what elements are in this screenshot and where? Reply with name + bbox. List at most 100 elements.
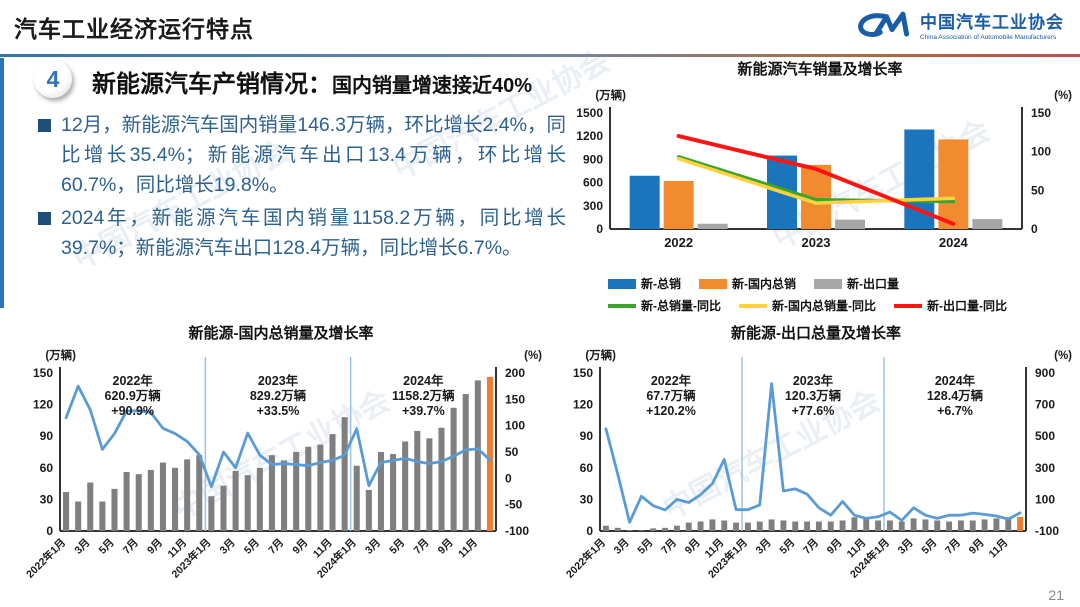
legend-swatch bbox=[608, 303, 636, 308]
svg-text:5月: 5月 bbox=[97, 537, 117, 557]
svg-text:9月: 9月 bbox=[825, 537, 845, 557]
svg-text:+39.7%: +39.7% bbox=[402, 404, 445, 418]
legend-item: 新-出口量-同比 bbox=[894, 297, 1007, 314]
svg-text:2024: 2024 bbox=[939, 235, 969, 250]
svg-text:120: 120 bbox=[573, 398, 593, 412]
svg-text:900: 900 bbox=[583, 152, 603, 166]
legend-label: 新-出口量-同比 bbox=[927, 299, 1007, 313]
svg-text:600: 600 bbox=[583, 176, 603, 190]
svg-text:-50: -50 bbox=[505, 498, 523, 512]
svg-text:1158.2万辆: 1158.2万辆 bbox=[392, 388, 455, 403]
svg-text:5月: 5月 bbox=[635, 537, 655, 557]
svg-text:2022年: 2022年 bbox=[651, 373, 692, 388]
svg-text:5月: 5月 bbox=[387, 537, 407, 557]
svg-text:500: 500 bbox=[1035, 429, 1055, 443]
svg-text:11月: 11月 bbox=[987, 537, 1011, 561]
svg-text:1500: 1500 bbox=[576, 106, 603, 120]
page-title: 汽车工业经济运行特点 bbox=[14, 16, 254, 42]
logo-name: 中国汽车工业协会 bbox=[920, 13, 1064, 32]
svg-text:60: 60 bbox=[580, 461, 594, 475]
svg-text:(%): (%) bbox=[1054, 90, 1072, 102]
svg-text:9月: 9月 bbox=[683, 537, 703, 557]
svg-text:+77.6%: +77.6% bbox=[792, 404, 835, 418]
section-heading-main: 新能源汽车产销情况： bbox=[92, 71, 332, 98]
svg-text:+120.2%: +120.2% bbox=[646, 404, 696, 418]
svg-text:620.9万辆: 620.9万辆 bbox=[105, 388, 162, 403]
logo-subtitle: China Association of Automobile Manufact… bbox=[920, 34, 1057, 41]
svg-text:3月: 3月 bbox=[72, 537, 92, 557]
svg-text:900: 900 bbox=[1035, 366, 1055, 380]
svg-text:90: 90 bbox=[580, 429, 594, 443]
svg-text:120: 120 bbox=[33, 398, 53, 412]
svg-text:11月: 11月 bbox=[456, 537, 480, 561]
svg-text:3月: 3月 bbox=[754, 537, 774, 557]
legend-swatch bbox=[699, 278, 727, 289]
bullet-text: 12月，新能源汽车国内销量146.3万辆，环比增长2.4%，同比增长35.4%；… bbox=[61, 114, 566, 197]
svg-text:-100: -100 bbox=[1035, 524, 1059, 538]
svg-text:200: 200 bbox=[505, 366, 525, 380]
svg-text:30: 30 bbox=[40, 492, 54, 506]
export-volume-plot: 0 30 60 90 120 150 -100 100 300 500 700 900 (万辆) (%) 2… bbox=[563, 348, 1072, 581]
legend-label: 新-出口量 bbox=[847, 277, 899, 291]
svg-text:829.2万辆: 829.2万辆 bbox=[250, 388, 307, 403]
left-accent-stripe bbox=[0, 58, 4, 308]
svg-text:1200: 1200 bbox=[576, 129, 603, 143]
svg-text:2022年1月: 2022年1月 bbox=[563, 536, 608, 581]
nev-sales-growth-chart: 新能源汽车销量及增长率 0 300 600 900 1200 1500 0 50 100 150(… bbox=[560, 58, 1080, 314]
svg-text:100: 100 bbox=[1035, 492, 1055, 506]
svg-text:3月: 3月 bbox=[612, 537, 632, 557]
svg-text:100: 100 bbox=[1031, 145, 1051, 159]
chart-title: 新能源-出口总量及增长率 bbox=[731, 325, 901, 342]
svg-text:9月: 9月 bbox=[436, 537, 456, 557]
svg-text:150: 150 bbox=[573, 366, 593, 380]
svg-text:7月: 7月 bbox=[801, 537, 821, 557]
legend-label: 新-总销量-同比 bbox=[641, 299, 721, 313]
section-heading: 新能源汽车产销情况：国内销量增速接近40% bbox=[92, 64, 532, 99]
svg-text:50: 50 bbox=[505, 445, 519, 459]
svg-text:700: 700 bbox=[1035, 398, 1055, 412]
svg-text:9月: 9月 bbox=[145, 537, 165, 557]
bullet-list: 12月，新能源汽车国内销量146.3万辆，环比增长2.4%，同比增长35.4%；… bbox=[38, 110, 566, 265]
svg-text:50: 50 bbox=[1031, 183, 1045, 197]
svg-text:2022年: 2022年 bbox=[113, 373, 154, 388]
chart-title: 新能源汽车销量及增长率 bbox=[737, 61, 903, 78]
svg-text:0: 0 bbox=[596, 222, 603, 236]
svg-text:(万辆): (万辆) bbox=[595, 88, 626, 102]
svg-text:100: 100 bbox=[505, 419, 525, 433]
svg-text:150: 150 bbox=[33, 366, 53, 380]
svg-text:3月: 3月 bbox=[218, 537, 238, 557]
svg-text:2024年: 2024年 bbox=[403, 373, 444, 388]
legend-swatch bbox=[739, 303, 767, 308]
svg-text:2023年: 2023年 bbox=[258, 373, 299, 388]
svg-text:5月: 5月 bbox=[242, 537, 262, 557]
svg-text:0: 0 bbox=[586, 524, 593, 538]
legend-item: 新-总销量-同比 bbox=[608, 297, 721, 314]
nev-sales-growth-plot: 0 300 600 900 1200 1500 0 50 100 150 (万辆) (%) 2022 20… bbox=[576, 88, 1072, 250]
svg-text:30: 30 bbox=[580, 492, 594, 506]
section-heading-sub: 国内销量增速接近40% bbox=[332, 75, 533, 97]
domestic-sales-plot: 0 30 60 90 120 150 -100 -50 0 50 100 150 200 (万辆) (%) 2… bbox=[23, 348, 542, 581]
chart-title: 新能源-国内总销量及增长率 bbox=[188, 325, 374, 342]
svg-text:150: 150 bbox=[1031, 106, 1051, 120]
svg-text:3月: 3月 bbox=[363, 537, 383, 557]
cm-logo-icon bbox=[858, 11, 910, 37]
legend-item: 新-国内总销量-同比 bbox=[739, 297, 876, 314]
svg-text:9月: 9月 bbox=[290, 537, 310, 557]
caam-logo: 中国汽车工业协会 China Association of Automobile… bbox=[854, 8, 1064, 41]
svg-text:(万辆): (万辆) bbox=[585, 348, 616, 362]
legend-item: 新-出口量 bbox=[814, 275, 899, 292]
domestic-sales-chart: 新能源-国内总销量及增长率 0 30 60 90 120 150 -100 -50 0 50 100… bbox=[12, 322, 550, 607]
legend-swatch bbox=[608, 278, 636, 289]
bullet-square-icon bbox=[38, 119, 51, 132]
svg-text:300: 300 bbox=[583, 199, 603, 213]
svg-text:+90.9%: +90.9% bbox=[111, 404, 154, 418]
bullet-square-icon bbox=[38, 211, 51, 225]
svg-text:7月: 7月 bbox=[659, 537, 679, 557]
svg-text:(万辆): (万辆) bbox=[45, 348, 76, 362]
svg-text:300: 300 bbox=[1035, 461, 1055, 475]
svg-text:2022年1月: 2022年1月 bbox=[23, 536, 68, 581]
svg-text:0: 0 bbox=[46, 524, 53, 538]
svg-text:+6.7%: +6.7% bbox=[937, 404, 973, 418]
svg-text:67.7万辆: 67.7万辆 bbox=[646, 388, 696, 403]
